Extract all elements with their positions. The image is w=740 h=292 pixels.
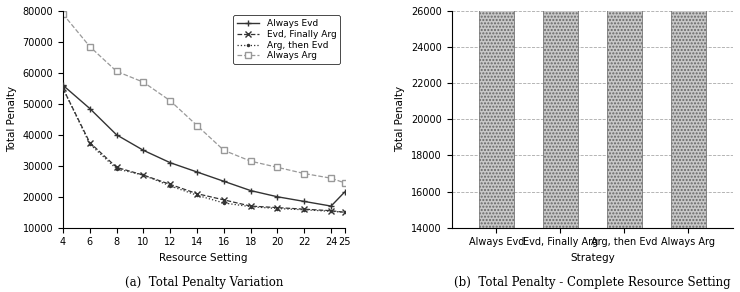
Evd, Finally Arg [166, 182, 175, 186]
Evd, Finally Arg [273, 206, 282, 209]
Arg, then Evd [220, 201, 229, 205]
Arg, then Evd [192, 194, 201, 197]
Arg, then Evd [139, 173, 148, 177]
Arg, then Evd [58, 87, 67, 90]
Bar [607, 0, 642, 228]
Evd, Finally Arg [326, 209, 335, 213]
Always Arg [192, 124, 201, 127]
Evd, Finally Arg [246, 204, 255, 208]
Arg, then Evd [326, 210, 335, 213]
Always Evd [192, 170, 201, 174]
Evd, Finally Arg [85, 141, 94, 144]
Arg, then Evd [273, 207, 282, 210]
Always Evd [246, 189, 255, 192]
Line: Arg, then Evd: Arg, then Evd [61, 86, 346, 214]
Evd, Finally Arg [192, 192, 201, 195]
Evd, Finally Arg [139, 173, 148, 177]
Y-axis label: Total Penalty: Total Penalty [7, 86, 17, 152]
Bar [542, 0, 578, 228]
Arg, then Evd [246, 205, 255, 208]
Evd, Finally Arg [340, 211, 349, 214]
Always Evd [220, 180, 229, 183]
Always Arg [112, 69, 121, 73]
Arg, then Evd [340, 211, 349, 214]
Always Arg [220, 149, 229, 152]
Always Arg [246, 159, 255, 163]
Arg, then Evd [300, 208, 309, 211]
Always Evd [58, 84, 67, 87]
Always Arg [166, 99, 175, 102]
Text: (a)  Total Penalty Variation: (a) Total Penalty Variation [124, 276, 283, 289]
Line: Always Evd: Always Evd [60, 83, 347, 209]
Arg, then Evd [112, 167, 121, 171]
Always Arg [300, 172, 309, 175]
X-axis label: Resource Setting: Resource Setting [160, 253, 248, 263]
Arg, then Evd [85, 142, 94, 146]
Y-axis label: Total Penalty: Total Penalty [395, 86, 406, 152]
Always Evd [85, 107, 94, 110]
Always Arg [58, 12, 67, 16]
Always Arg [85, 45, 94, 48]
Legend: Always Evd, Evd, Finally Arg, Arg, then Evd, Always Arg: Always Evd, Evd, Finally Arg, Arg, then … [233, 15, 340, 64]
Always Evd [112, 133, 121, 137]
Line: Always Arg: Always Arg [60, 11, 347, 186]
Evd, Finally Arg [300, 207, 309, 211]
Always Evd [166, 161, 175, 164]
Arg, then Evd [166, 184, 175, 188]
Always Arg [139, 80, 148, 84]
Always Evd [300, 200, 309, 203]
Always Arg [340, 181, 349, 185]
Bar [479, 0, 514, 228]
Text: (b)  Total Penalty - Complete Resource Setting: (b) Total Penalty - Complete Resource Se… [454, 276, 730, 289]
Always Evd [273, 195, 282, 199]
Always Arg [326, 176, 335, 180]
Bar [670, 0, 706, 228]
Always Evd [139, 149, 148, 152]
Evd, Finally Arg [112, 166, 121, 169]
X-axis label: Strategy: Strategy [570, 253, 615, 263]
Evd, Finally Arg [58, 87, 67, 90]
Always Evd [340, 190, 349, 194]
Evd, Finally Arg [220, 198, 229, 202]
Line: Evd, Finally Arg: Evd, Finally Arg [60, 86, 347, 215]
Always Arg [273, 166, 282, 169]
Always Evd [326, 204, 335, 208]
